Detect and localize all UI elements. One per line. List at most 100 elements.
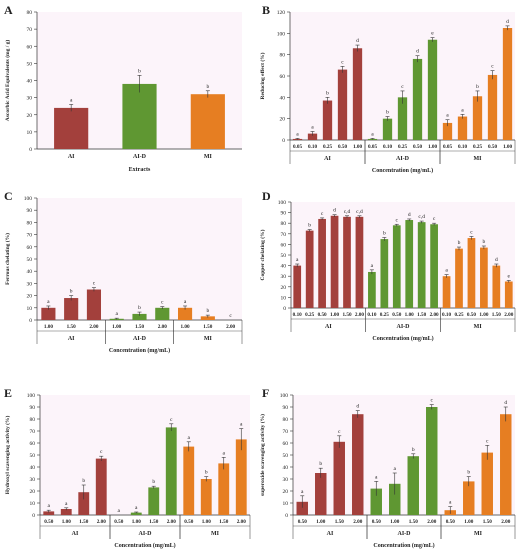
x-tick-label: 1.00 bbox=[464, 519, 473, 525]
significance-letter: d bbox=[506, 19, 509, 25]
y-tick-label: 30 bbox=[27, 96, 33, 102]
x-tick-label: 1.00 bbox=[316, 519, 325, 525]
group-label: AI-D bbox=[139, 531, 153, 537]
bar bbox=[412, 58, 423, 140]
x-tick-label: 1.00 bbox=[202, 519, 211, 525]
x-tick-label: 0.50 bbox=[184, 519, 193, 525]
bar bbox=[407, 456, 419, 515]
panel-label: C bbox=[4, 189, 13, 203]
x-tick-label: 0.10 bbox=[442, 312, 451, 318]
plot-area bbox=[40, 395, 250, 515]
significance-letter: a bbox=[135, 505, 138, 511]
x-tick-label: 1.50 bbox=[135, 324, 144, 330]
x-tick-label: 1.50 bbox=[219, 519, 228, 525]
significance-letter: b bbox=[82, 478, 85, 484]
bar bbox=[165, 427, 177, 515]
bar bbox=[64, 298, 79, 320]
bar bbox=[367, 138, 378, 140]
chart-panel-c: C 0 10 20 30 40 50 60 70 80 90 100 Ferrous chelating… bbox=[4, 189, 243, 354]
bar bbox=[455, 248, 463, 308]
bar bbox=[382, 118, 393, 140]
bar bbox=[500, 414, 512, 515]
y-tick-label: 60 bbox=[280, 74, 286, 80]
y-tick-label: 20 bbox=[281, 285, 287, 291]
significance-letter: e bbox=[431, 31, 434, 37]
y-axis-title: Ascorbic Acid Equivalents (mg / g) bbox=[4, 40, 11, 122]
significance-letter: b bbox=[206, 84, 209, 90]
y-tick-label: 0 bbox=[29, 318, 32, 324]
x-tick-label: 1.50 bbox=[79, 519, 88, 525]
bar bbox=[352, 48, 363, 141]
y-tick-label: 50 bbox=[30, 453, 36, 459]
bar bbox=[337, 69, 348, 140]
group-label: AI bbox=[68, 336, 75, 342]
x-tick-label: 0.05 bbox=[368, 144, 377, 150]
bar bbox=[41, 307, 56, 320]
y-tick-label: 40 bbox=[281, 264, 287, 270]
bar bbox=[292, 138, 303, 140]
x-tick-label: 0.25 bbox=[305, 312, 314, 318]
chart-panel-f: F 0 10 20 30 40 50 60 70 80 90 100 superoxide scaven… bbox=[259, 386, 516, 549]
significance-letter: b bbox=[476, 84, 479, 90]
significance-letter: a bbox=[70, 97, 73, 103]
x-tick-label: 1.00 bbox=[330, 312, 339, 318]
x-tick-label: 0.50 bbox=[298, 519, 307, 525]
group-label: AI-D bbox=[396, 156, 410, 162]
significance-letter: a bbox=[118, 508, 121, 514]
bar bbox=[122, 83, 157, 149]
significance-letter: c bbox=[396, 217, 399, 223]
x-tick-label: 1.50 bbox=[342, 312, 351, 318]
group-label: MI bbox=[474, 324, 483, 330]
y-tick-label: 60 bbox=[30, 441, 36, 447]
significance-letter: b bbox=[205, 470, 208, 476]
significance-letter: c bbox=[93, 281, 96, 287]
y-tick-label: 0 bbox=[29, 147, 32, 153]
y-tick-label: 50 bbox=[283, 453, 289, 459]
bar bbox=[355, 216, 364, 308]
y-tick-label: 70 bbox=[27, 27, 33, 33]
bar bbox=[296, 501, 308, 515]
x-axis-title: Concentration (mg/mL) bbox=[114, 542, 175, 549]
bar bbox=[502, 28, 513, 140]
bar bbox=[397, 97, 408, 140]
y-tick-label: 90 bbox=[27, 208, 33, 214]
panel-label: E bbox=[4, 386, 12, 400]
panel-label: F bbox=[262, 386, 269, 400]
significance-letter: a bbox=[461, 107, 464, 113]
significance-letter: b bbox=[152, 479, 155, 485]
x-tick-label: 0.50 bbox=[467, 312, 476, 318]
x-tick-label: 1.00 bbox=[181, 324, 190, 330]
x-tick-label: 0.50 bbox=[44, 519, 53, 525]
x-tick-label: AI bbox=[68, 154, 75, 160]
bar bbox=[427, 39, 438, 140]
x-tick-label: MI bbox=[204, 154, 213, 160]
x-tick-label: 1.50 bbox=[409, 519, 418, 525]
x-tick-label: 0.10 bbox=[308, 144, 317, 150]
significance-letter: d bbox=[408, 212, 411, 218]
x-tick-label: 0.50 bbox=[338, 144, 347, 150]
significance-letter: b bbox=[412, 447, 415, 453]
significance-letter: a bbox=[47, 299, 50, 305]
plot-area bbox=[293, 395, 515, 515]
group-label: AI bbox=[324, 156, 331, 162]
significance-letter: b bbox=[326, 90, 329, 96]
x-tick-label: 2.00 bbox=[97, 519, 106, 525]
y-axis-title: Ferrous chelating (%) bbox=[4, 233, 11, 285]
significance-letter: c bbox=[431, 398, 434, 404]
bar bbox=[442, 276, 451, 308]
significance-letter: a bbox=[188, 435, 191, 441]
x-tick-label: 1.00 bbox=[390, 519, 399, 525]
y-tick-label: 70 bbox=[281, 232, 287, 238]
x-tick-label: 0.05 bbox=[293, 144, 302, 150]
x-tick-label: 0.25 bbox=[454, 312, 463, 318]
significance-letter: b bbox=[138, 305, 141, 311]
y-tick-label: 20 bbox=[280, 117, 286, 123]
y-tick-label: 10 bbox=[27, 306, 33, 312]
group-label: AI-D bbox=[133, 336, 147, 342]
x-tick-label: 0.25 bbox=[473, 144, 482, 150]
y-axis-title: superoxide scavenging activity (%) bbox=[259, 414, 266, 496]
bar bbox=[86, 289, 102, 320]
bar bbox=[148, 487, 160, 515]
significance-letter: b bbox=[138, 68, 141, 74]
significance-letter: c bbox=[470, 229, 473, 235]
